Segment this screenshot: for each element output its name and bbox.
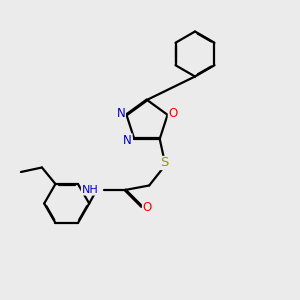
Text: NH: NH (81, 185, 98, 195)
Text: O: O (168, 107, 178, 120)
Text: O: O (142, 202, 152, 214)
Text: N: N (123, 134, 132, 147)
Text: N: N (117, 107, 125, 120)
Text: S: S (160, 157, 168, 169)
